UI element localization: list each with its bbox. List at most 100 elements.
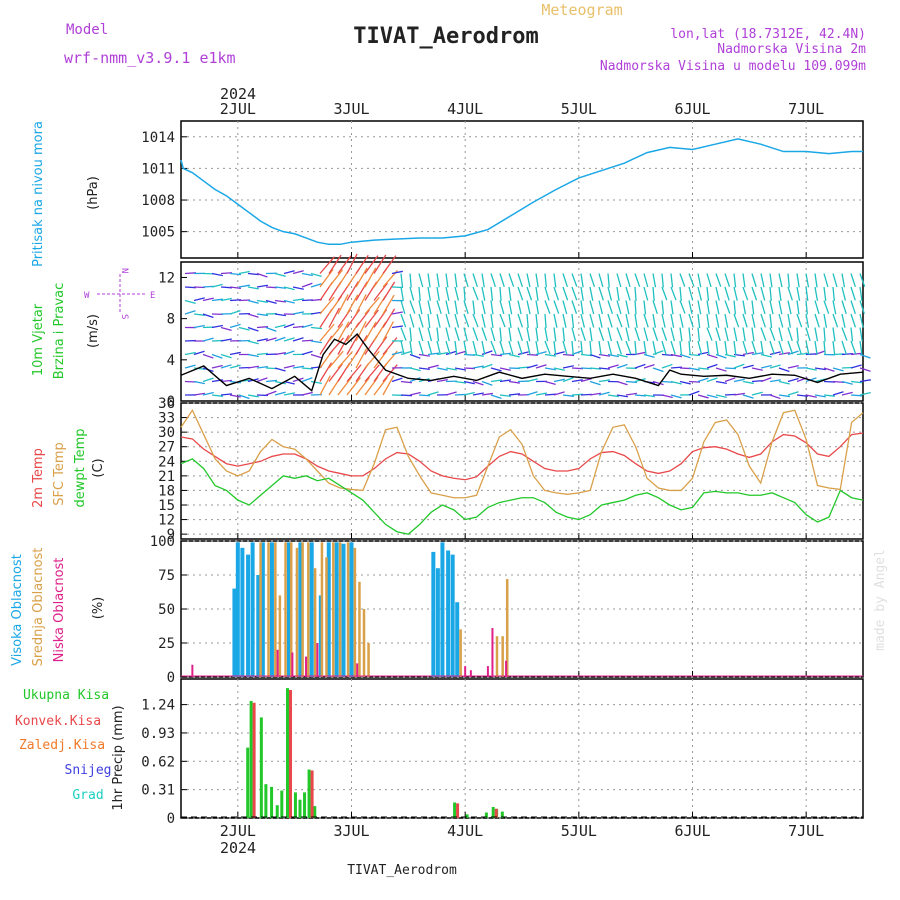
y-axis-labels: 1005100810111014048129121518212427303336…	[141, 130, 175, 827]
wind-barb	[814, 340, 818, 355]
wind-barb	[580, 377, 592, 383]
wind-barb	[427, 364, 439, 369]
precip-total-bar	[280, 790, 284, 818]
wind-barb	[490, 353, 503, 357]
wind-barb	[751, 367, 763, 371]
wind-barb	[292, 325, 305, 329]
cloud-mid-bar	[362, 609, 366, 677]
wind-barb	[733, 300, 737, 315]
wind-barb	[472, 300, 476, 315]
wind-barb	[634, 340, 637, 356]
wind-barb	[472, 286, 479, 301]
wind-barb	[427, 327, 433, 342]
precip-total-bar	[270, 786, 274, 818]
cloud-low-bar	[291, 652, 294, 677]
wind-barb	[742, 300, 747, 315]
wind-barb	[373, 350, 388, 369]
wind-barb	[472, 353, 484, 357]
wind-barb	[256, 313, 268, 317]
wind-barb	[634, 273, 641, 287]
wind-barb	[787, 340, 794, 355]
cloud-mid-bar	[290, 542, 293, 677]
wind-barb	[679, 286, 682, 302]
wind-barb	[544, 313, 547, 329]
wind-barb	[481, 380, 493, 386]
wind-barb	[598, 367, 611, 370]
wind-barb	[427, 391, 439, 396]
wind-barb	[733, 273, 737, 288]
wind-barb	[310, 283, 322, 288]
wind-barb	[769, 394, 781, 400]
wind-barb	[265, 337, 277, 342]
wind-barb	[643, 394, 655, 398]
wind-barb	[274, 313, 286, 317]
wind-barb	[571, 327, 577, 342]
wind-barb	[706, 327, 713, 341]
wind-barb	[373, 254, 387, 274]
wind-barb	[265, 390, 277, 396]
wind-barb	[346, 309, 361, 328]
wind-barb	[553, 313, 558, 328]
wind-barb	[778, 300, 783, 315]
wind-barb	[427, 340, 433, 355]
precip-total-bar	[307, 769, 311, 818]
wind-barb	[733, 286, 738, 301]
wind-barb	[283, 392, 295, 396]
wind-barb	[724, 367, 737, 370]
y-tick-label: 12	[158, 270, 175, 286]
cloud-high-bar	[455, 602, 460, 677]
wind-barb	[571, 379, 583, 383]
wind-barb	[715, 353, 727, 359]
wind-barb	[796, 313, 803, 328]
wind-barb	[256, 352, 269, 356]
wind-barb	[832, 327, 836, 342]
wind-barb	[760, 353, 772, 358]
wind-barb	[859, 300, 865, 315]
wind-barb	[490, 286, 494, 301]
compass-w: W	[84, 291, 90, 301]
wind-barb	[436, 327, 440, 342]
wind-barb	[571, 340, 574, 356]
wind-barb	[796, 340, 802, 355]
wind-barb	[607, 313, 613, 328]
wind-barb	[787, 391, 799, 396]
wind-barb	[526, 273, 531, 288]
wind-barb	[760, 364, 772, 369]
cloud-mid-bar	[338, 542, 342, 677]
wind-barb	[787, 313, 792, 328]
bottom-x-tick-labels: 2JUL 3JUL 4JUL 5JUL 6JUL 7JUL	[220, 822, 824, 840]
wind-barb	[355, 377, 370, 396]
wind-barb	[400, 327, 407, 341]
cloud-high-bar	[250, 542, 255, 677]
wind-barb	[589, 327, 593, 342]
cloud-high-bar	[235, 542, 240, 677]
wind-barb	[814, 313, 820, 328]
wind-barb	[544, 300, 551, 314]
wind-barb	[661, 353, 674, 356]
wind-barb	[463, 391, 475, 396]
wind-barb	[517, 327, 524, 341]
wind-barb	[787, 273, 790, 288]
wind-barb	[553, 300, 560, 314]
wind-barb	[625, 313, 630, 328]
wind-barb	[382, 294, 395, 315]
wind-barb	[409, 353, 421, 359]
model-elevation: Nadmorska Visina u modelu 109.099m	[600, 59, 866, 74]
wind-barb	[481, 327, 488, 341]
cloud-mid-bar	[259, 542, 262, 677]
pressure-name: Pritisak na nivou mora	[31, 121, 46, 267]
wind-barb	[184, 299, 196, 305]
wind-barb	[346, 335, 359, 355]
wind-barb	[859, 353, 871, 359]
wind-barb	[238, 284, 250, 288]
wind-barb	[751, 286, 758, 301]
wind-barb	[337, 294, 349, 315]
wind-barb	[859, 340, 863, 355]
wind-barb	[526, 300, 531, 315]
wind-barb	[301, 272, 313, 277]
wind-barb	[697, 327, 701, 342]
wind-barb	[364, 309, 379, 328]
wind-barb	[706, 377, 718, 383]
wind-barb	[652, 286, 655, 302]
wind-barb	[598, 327, 605, 341]
